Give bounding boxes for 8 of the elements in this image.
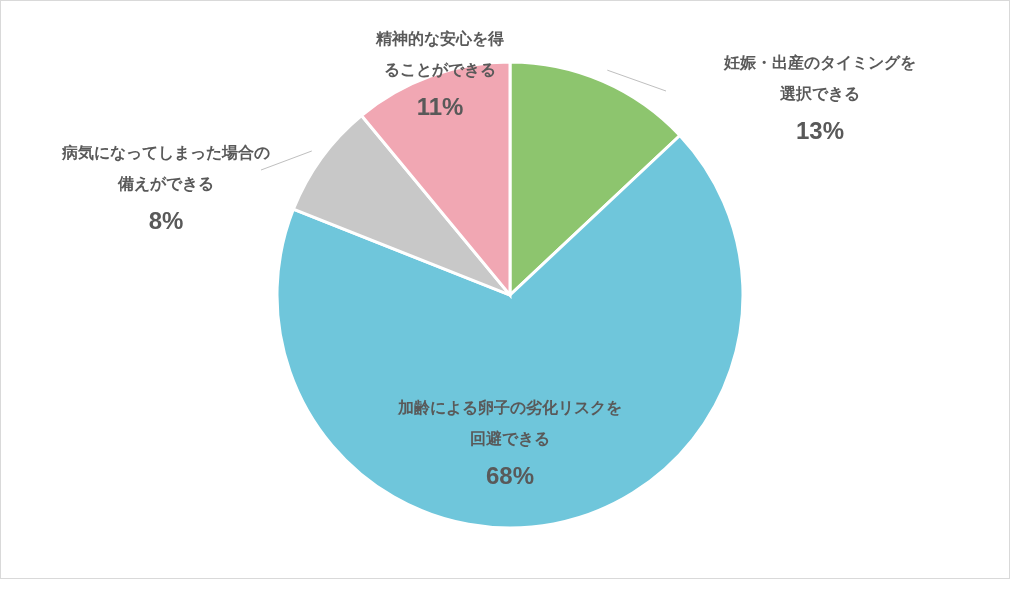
slice-label: 妊娠・出産のタイミングを選択できる (722, 52, 917, 105)
slice-label: 病気になってしまった場合の備えができる (61, 142, 271, 195)
slice-label: 精神的な安心を得ることができる (375, 28, 505, 81)
data-label: 13% (795, 116, 845, 144)
data-label: 68% (485, 461, 535, 489)
data-label: 11% (416, 92, 464, 120)
data-label: 8% (148, 206, 184, 234)
slice-label: 加齢による卵子の劣化リスクを回避できる (397, 397, 623, 450)
